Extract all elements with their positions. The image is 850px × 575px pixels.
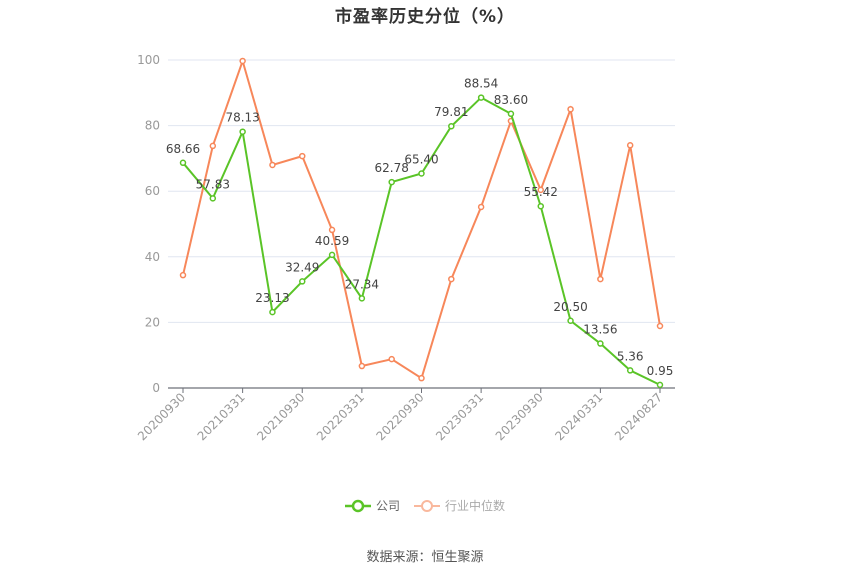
data-point[interactable] [209, 195, 217, 202]
data-source-note: 数据来源：恒生聚源 [366, 550, 484, 565]
data-point[interactable] [418, 170, 425, 177]
data-labels: 68.66 57.83 78.13 23.13 32.49 40.59 27.34 62.78… [166, 77, 674, 378]
data-point[interactable] [269, 161, 276, 169]
data-point[interactable] [537, 186, 544, 194]
data-label: 27.34 [345, 277, 379, 291]
data-point[interactable] [448, 275, 455, 283]
data-point[interactable] [269, 308, 276, 316]
x-tick-label: 20200930 [135, 390, 188, 443]
data-point[interactable] [597, 340, 604, 347]
data-label: 5.36 [617, 349, 644, 363]
y-tick-label: 0 [152, 381, 160, 395]
data-point[interactable] [179, 159, 187, 167]
legend-label-industry-median: 行业中位数 [445, 499, 506, 513]
data-point[interactable] [299, 278, 306, 285]
legend-item-industry-median[interactable]: 行业中位数 [414, 497, 505, 514]
y-axis: 0 20 40 60 80 100 [137, 53, 160, 395]
x-tick-label: 20230930 [493, 390, 546, 443]
data-point[interactable] [477, 94, 485, 101]
data-point[interactable] [239, 57, 246, 65]
data-point[interactable] [656, 381, 664, 389]
data-point[interactable] [388, 178, 395, 186]
y-tick-label: 60 [145, 184, 160, 198]
data-point[interactable] [537, 202, 544, 210]
x-tick-label: 20240331 [552, 390, 605, 443]
data-label: 0.95 [647, 364, 674, 378]
data-point[interactable] [418, 374, 425, 382]
data-label: 40.59 [315, 234, 349, 248]
data-point[interactable] [597, 275, 604, 283]
data-label: 20.50 [553, 300, 587, 314]
data-label: 55.42 [524, 185, 558, 199]
legend-item-company[interactable]: 公司 [344, 497, 400, 514]
data-label: 88.54 [464, 77, 498, 91]
data-point[interactable] [388, 355, 395, 363]
x-tick-label: 20240827 [612, 390, 665, 443]
data-point[interactable] [328, 226, 336, 234]
data-label: 78.13 [225, 111, 259, 125]
y-tick-label: 80 [145, 119, 160, 133]
data-point[interactable] [626, 142, 634, 149]
y-tick-label: 20 [145, 315, 160, 329]
legend-line-circle-icon [344, 499, 371, 512]
x-tick-label: 20230331 [433, 390, 486, 443]
x-tick-label: 20210331 [195, 390, 248, 443]
data-point[interactable] [239, 128, 246, 135]
series-lines [179, 57, 664, 389]
data-label: 83.60 [494, 93, 528, 107]
data-point[interactable] [507, 110, 515, 118]
data-label: 65.40 [404, 152, 438, 166]
data-point[interactable] [328, 251, 336, 259]
data-point[interactable] [477, 203, 485, 211]
data-point[interactable] [567, 317, 574, 325]
data-label: 13.56 [583, 323, 617, 337]
data-label: 62.78 [375, 161, 409, 175]
data-point[interactable] [358, 295, 366, 302]
y-tick-label: 100 [137, 53, 160, 67]
data-label: 68.66 [166, 142, 200, 156]
legend-line-circle-icon [414, 499, 440, 512]
data-point[interactable] [179, 271, 187, 279]
x-tick-label: 20210930 [254, 390, 307, 443]
x-tick-label: 20220331 [314, 390, 367, 443]
data-point[interactable] [567, 105, 574, 113]
y-tick-label: 40 [145, 250, 160, 264]
data-point[interactable] [448, 122, 455, 130]
data-point[interactable] [626, 367, 634, 374]
company-line [182, 96, 661, 386]
data-point[interactable] [209, 142, 217, 150]
legend-label-company: 公司 [375, 499, 400, 513]
x-tick-label: 20220930 [374, 390, 427, 443]
gridlines [168, 59, 675, 323]
chart-title: 市盈率历史分位（%） [334, 7, 516, 27]
data-label: 32.49 [285, 260, 319, 274]
data-label: 23.13 [255, 291, 289, 305]
x-axis: 20200930 20210331 20210930 20220331 20220930… [135, 387, 675, 443]
data-point[interactable] [299, 152, 306, 160]
data-label: 57.83 [196, 177, 230, 191]
data-label: 79.81 [434, 105, 468, 119]
data-point[interactable] [656, 322, 664, 330]
data-point[interactable] [358, 362, 366, 370]
legend: 公司 行业中位数 [0, 497, 850, 514]
